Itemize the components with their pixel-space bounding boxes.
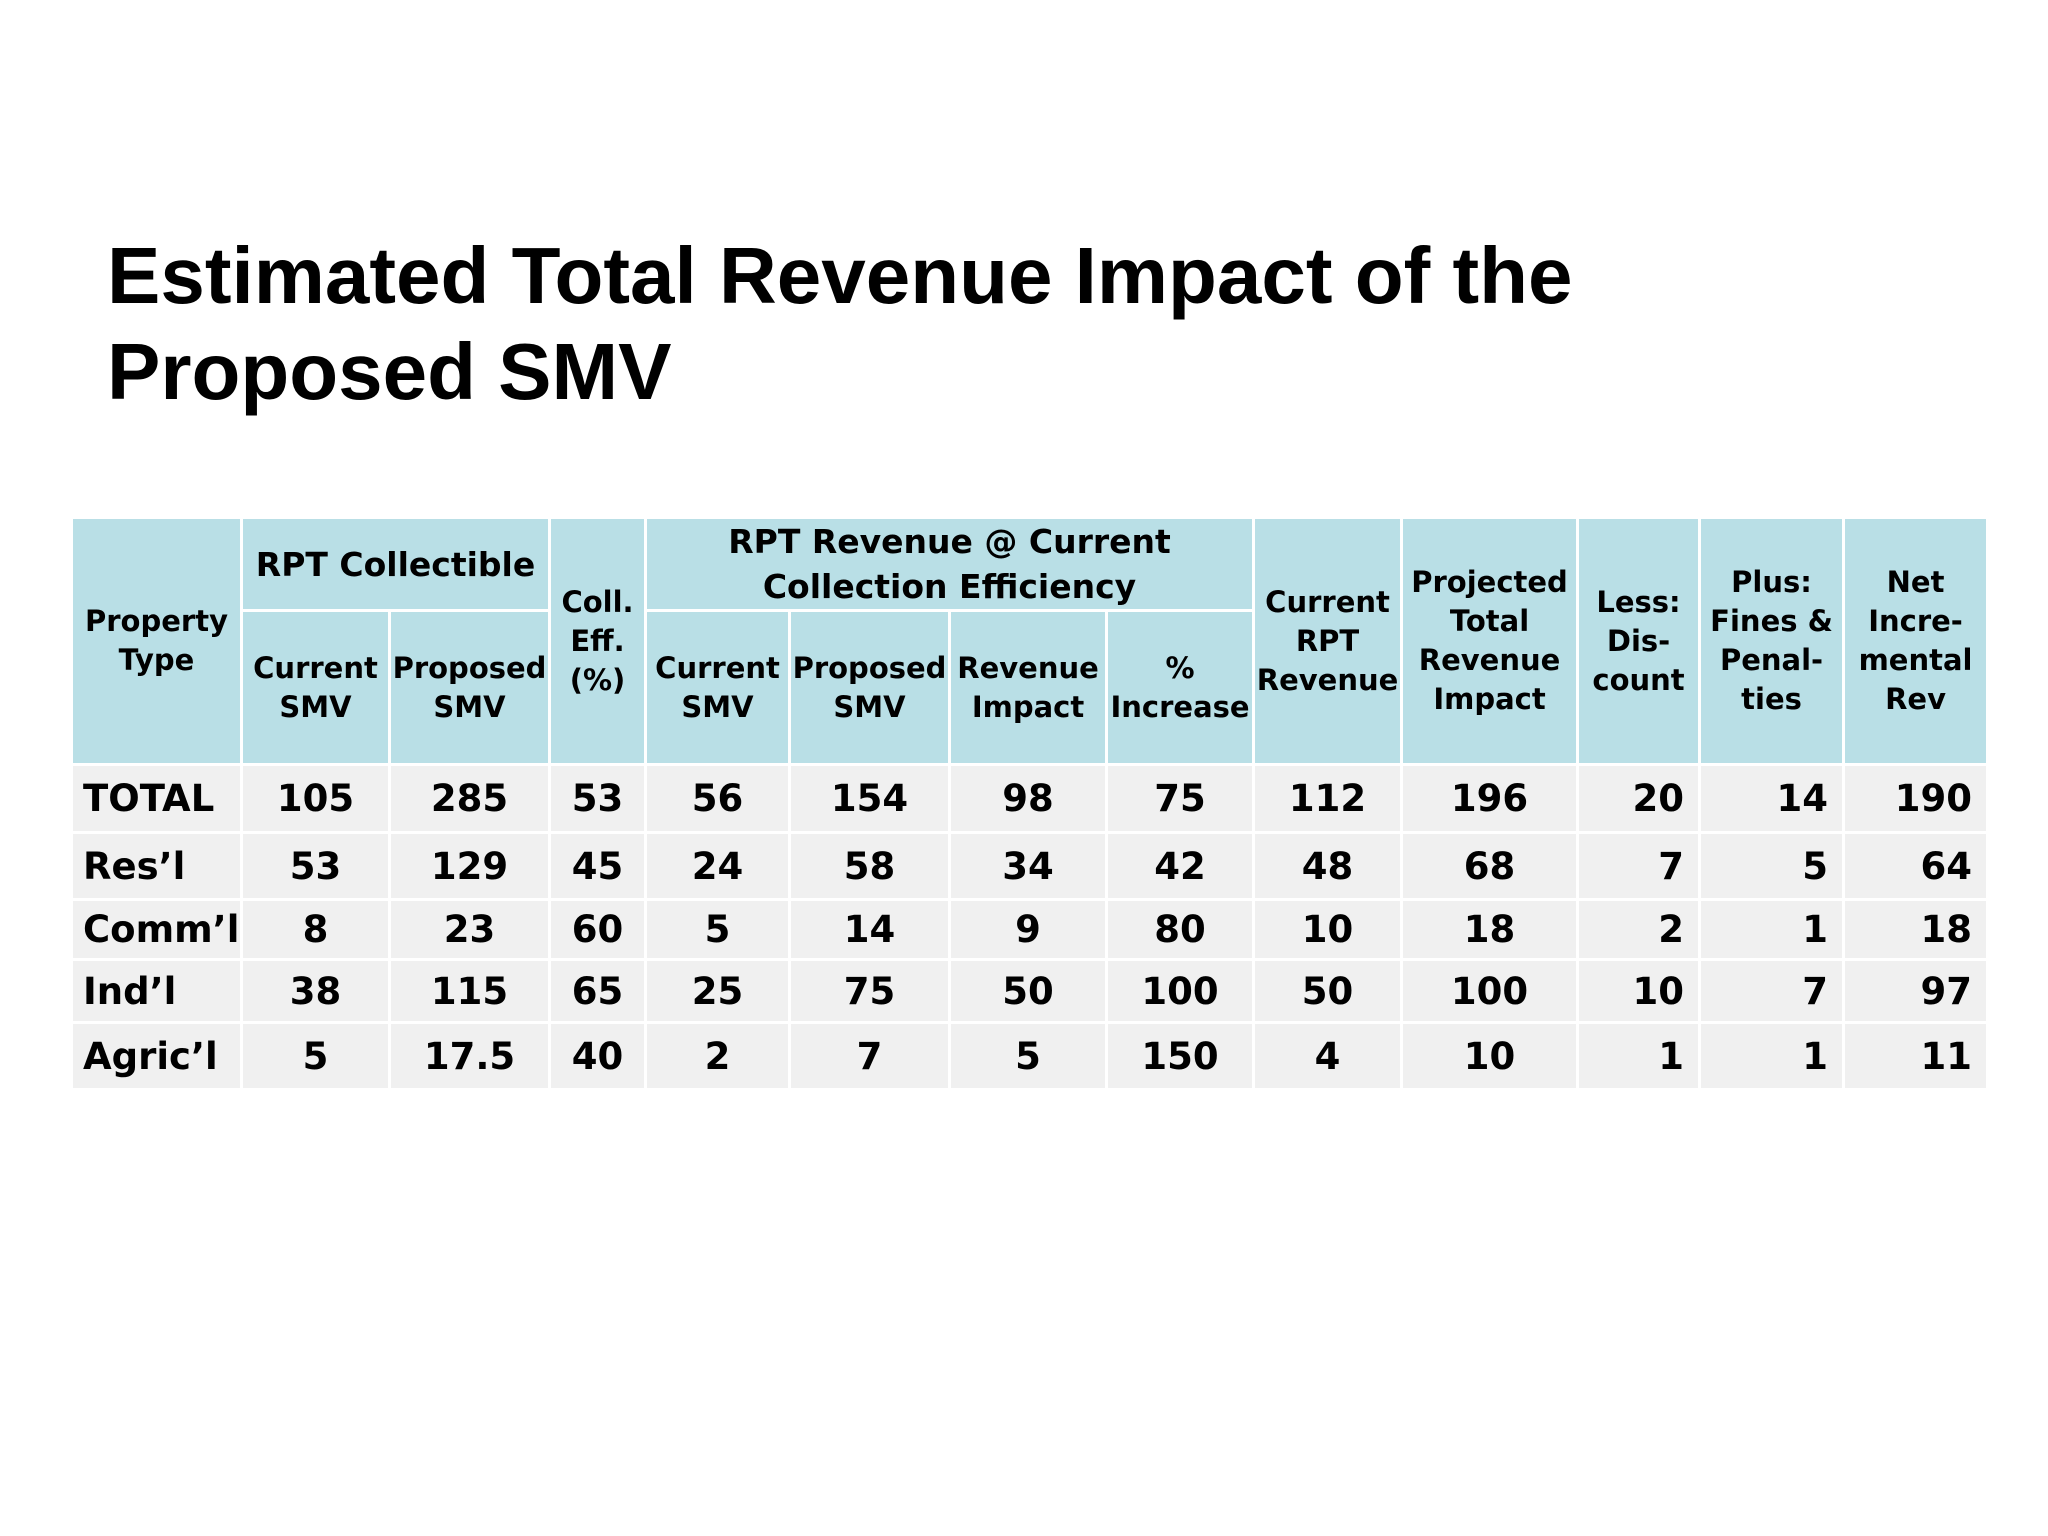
cell-collectible-proposed: 129 <box>387 831 552 901</box>
cell-collectible-current: 5 <box>240 1021 391 1091</box>
cell-revenue-current: 2 <box>644 1021 792 1091</box>
cell-revenue-current: 24 <box>644 831 792 901</box>
cell-projected-total: 68 <box>1400 831 1580 901</box>
header-plus-fines: Plus: Fines & Penal-ties <box>1698 516 1846 766</box>
cell-collectible-proposed: 115 <box>387 958 552 1024</box>
cell-pct-increase: 42 <box>1105 831 1256 901</box>
cell-plus-fines: 1 <box>1698 898 1846 961</box>
cell-revenue-current: 25 <box>644 958 792 1024</box>
header-revenue-proposed-smv: Proposed SMV <box>788 609 952 766</box>
cell-collectible-current: 8 <box>240 898 391 961</box>
cell-plus-fines: 14 <box>1698 763 1846 834</box>
cell-collectible-current: 38 <box>240 958 391 1024</box>
cell-current-rpt-revenue: 10 <box>1252 898 1404 961</box>
table-row: TOTAL 105 285 53 56 154 98 75 112 196 20… <box>70 763 1990 834</box>
cell-revenue-impact: 98 <box>948 763 1109 834</box>
cell-less-discount: 10 <box>1576 958 1702 1024</box>
header-less-discount: Less: Dis-count <box>1576 516 1702 766</box>
cell-collectible-proposed: 23 <box>387 898 552 961</box>
cell-net-incremental: 18 <box>1842 898 1990 961</box>
cell-collectible-proposed: 285 <box>387 763 552 834</box>
table-row: Ind’l 38 115 65 25 75 50 100 50 100 10 7… <box>70 958 1990 1024</box>
table-row: Agric’l 5 17.5 40 2 7 5 150 4 10 1 1 11 <box>70 1021 1990 1091</box>
cell-collectible-current: 53 <box>240 831 391 901</box>
cell-pct-increase: 75 <box>1105 763 1256 834</box>
cell-current-rpt-revenue: 4 <box>1252 1021 1404 1091</box>
cell-projected-total: 100 <box>1400 958 1580 1024</box>
slide-title: Estimated Total Revenue Impact of the Pr… <box>107 231 1573 416</box>
cell-revenue-proposed: 75 <box>788 958 952 1024</box>
cell-net-incremental: 190 <box>1842 763 1990 834</box>
cell-current-rpt-revenue: 50 <box>1252 958 1404 1024</box>
header-net-incremental: Net Incre-mental Rev <box>1842 516 1990 766</box>
cell-projected-total: 196 <box>1400 763 1580 834</box>
cell-coll-eff: 65 <box>548 958 648 1024</box>
cell-property-type: Comm’l <box>70 898 243 961</box>
cell-projected-total: 10 <box>1400 1021 1580 1091</box>
cell-revenue-impact: 50 <box>948 958 1109 1024</box>
cell-less-discount: 2 <box>1576 898 1702 961</box>
cell-revenue-proposed: 7 <box>788 1021 952 1091</box>
cell-less-discount: 7 <box>1576 831 1702 901</box>
cell-pct-increase: 150 <box>1105 1021 1256 1091</box>
header-projected-total: Projected Total Revenue Impact <box>1400 516 1580 766</box>
header-revenue-current-smv: Current SMV <box>644 609 792 766</box>
cell-pct-increase: 80 <box>1105 898 1256 961</box>
header-collectible-proposed-smv: Proposed SMV <box>387 609 552 766</box>
cell-less-discount: 20 <box>1576 763 1702 834</box>
cell-plus-fines: 5 <box>1698 831 1846 901</box>
header-property-type: Property Type <box>70 516 243 766</box>
cell-current-rpt-revenue: 112 <box>1252 763 1404 834</box>
cell-revenue-proposed: 58 <box>788 831 952 901</box>
cell-coll-eff: 45 <box>548 831 648 901</box>
header-revenue-impact: Revenue Impact <box>948 609 1109 766</box>
cell-plus-fines: 7 <box>1698 958 1846 1024</box>
header-current-rpt-revenue: Current RPT Revenue <box>1252 516 1404 766</box>
cell-collectible-current: 105 <box>240 763 391 834</box>
table-row: Comm’l 8 23 60 5 14 9 80 10 18 2 1 18 <box>70 898 1990 961</box>
header-rpt-collectible: RPT Collectible <box>239 516 552 612</box>
header-coll-eff: Coll. Eff. (%) <box>548 516 648 766</box>
cell-less-discount: 1 <box>1576 1021 1702 1091</box>
cell-revenue-impact: 34 <box>948 831 1109 901</box>
cell-pct-increase: 100 <box>1105 958 1256 1024</box>
cell-property-type: Ind’l <box>70 958 243 1024</box>
cell-net-incremental: 11 <box>1842 1021 1990 1091</box>
cell-coll-eff: 40 <box>548 1021 648 1091</box>
cell-net-incremental: 64 <box>1842 831 1990 901</box>
cell-revenue-impact: 5 <box>948 1021 1109 1091</box>
revenue-impact-table: Property Type RPT Collectible Coll. Eff.… <box>70 516 1990 1091</box>
cell-coll-eff: 53 <box>548 763 648 834</box>
cell-revenue-current: 56 <box>644 763 792 834</box>
cell-revenue-impact: 9 <box>948 898 1109 961</box>
cell-revenue-proposed: 154 <box>788 763 952 834</box>
cell-current-rpt-revenue: 48 <box>1252 831 1404 901</box>
cell-revenue-current: 5 <box>644 898 792 961</box>
cell-collectible-proposed: 17.5 <box>387 1021 552 1091</box>
cell-coll-eff: 60 <box>548 898 648 961</box>
cell-net-incremental: 97 <box>1842 958 1990 1024</box>
cell-plus-fines: 1 <box>1698 1021 1846 1091</box>
header-pct-increase: % Increase <box>1105 609 1256 766</box>
header-collectible-current-smv: Current SMV <box>240 609 391 766</box>
table-row: Res’l 53 129 45 24 58 34 42 48 68 7 5 64 <box>70 831 1990 901</box>
cell-property-type: Res’l <box>70 831 243 901</box>
cell-property-type: TOTAL <box>70 763 243 834</box>
cell-projected-total: 18 <box>1400 898 1580 961</box>
cell-property-type: Agric’l <box>70 1021 243 1091</box>
cell-revenue-proposed: 14 <box>788 898 952 961</box>
header-rpt-revenue-group: RPT Revenue @ Current Collection Efficie… <box>644 516 1256 612</box>
